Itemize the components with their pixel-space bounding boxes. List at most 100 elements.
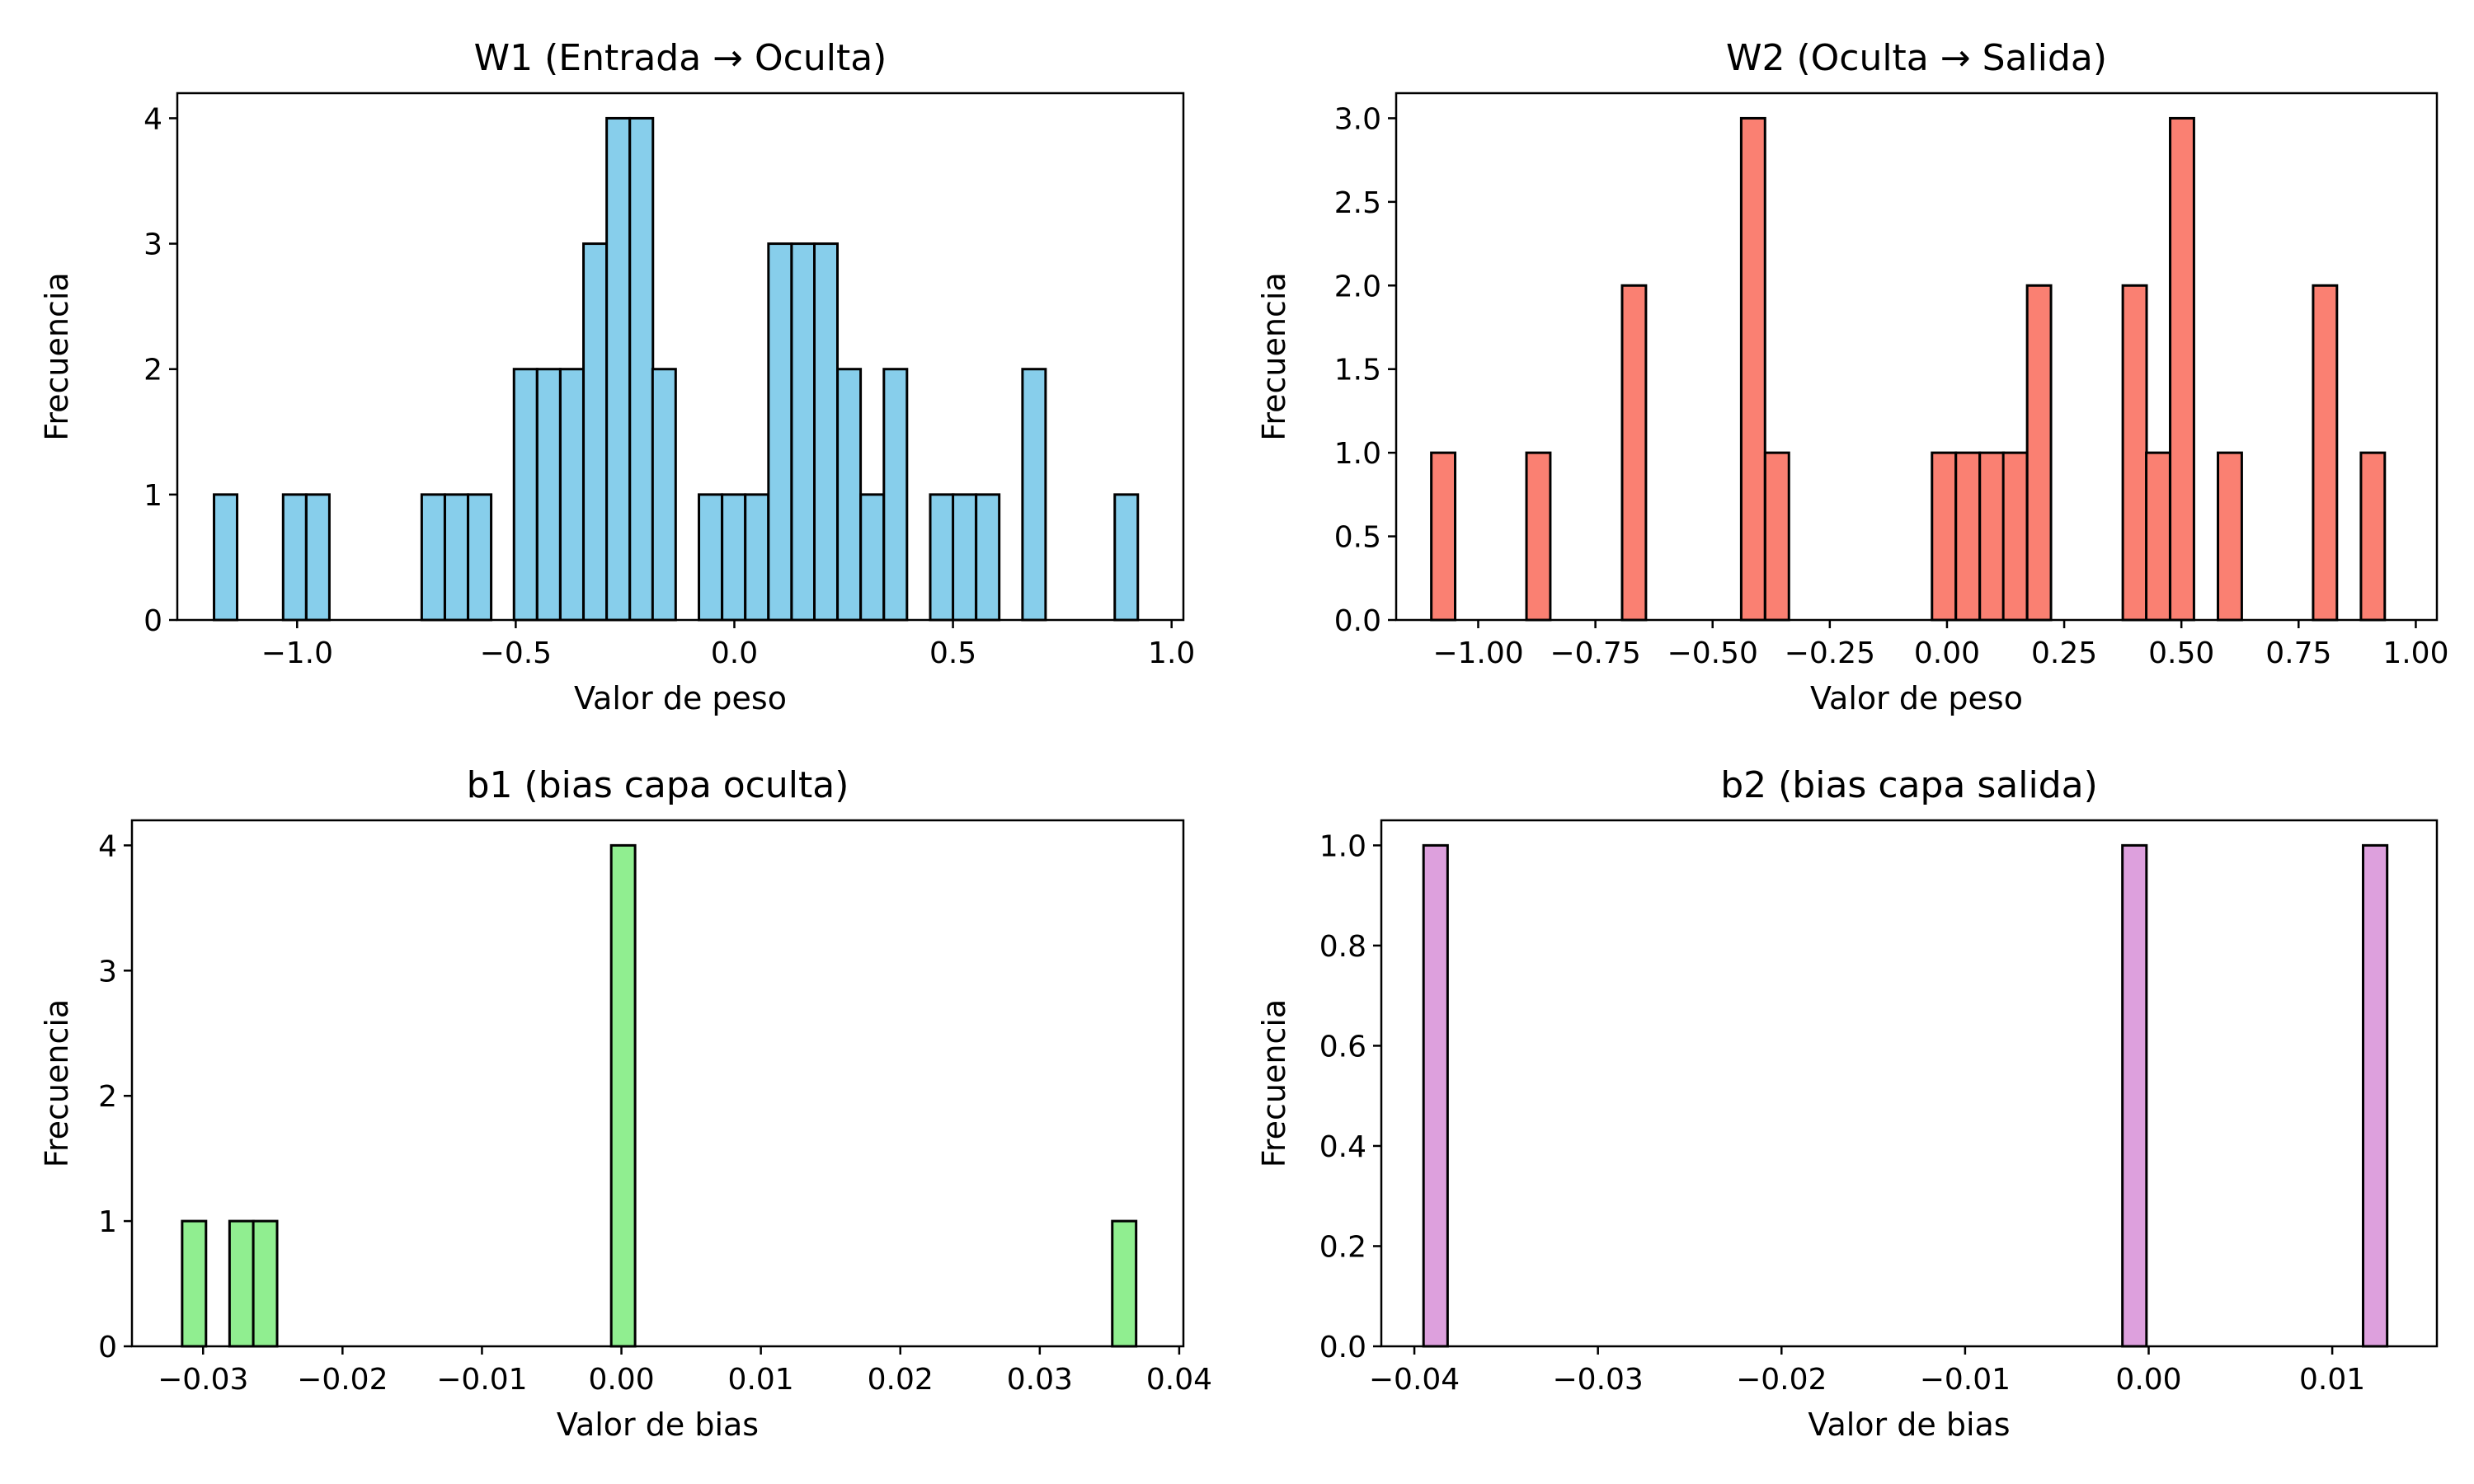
b1-x-tick-label-2: −0.01: [436, 1363, 527, 1397]
w1-x-axis-label: Valor de peso: [574, 680, 787, 716]
w1-chart-title: W1 (Entrada → Oculta): [474, 37, 887, 79]
w1-bar-16: [767, 242, 793, 622]
w2-bar-6: [1954, 451, 1982, 622]
b2-y-tick-label-0: 0.0: [1319, 1331, 1366, 1364]
w1-y-tick-label-0: 0: [143, 604, 162, 638]
b1-histogram-panel: −0.03 −0.02 −0.01 0.00 0.01 0.02 0.03 0.04 0 1 2 3 4…: [39, 764, 1212, 1443]
b2-bar-1: [2121, 843, 2148, 1348]
w2-histogram-panel: −1.00 −0.75 −0.50 −0.25 0.00 0.25 0.50 0.75 1.00…: [1256, 37, 2448, 716]
w1-bar-18: [813, 242, 840, 622]
w2-bar-2: [1620, 284, 1648, 622]
w1-bar-20: [859, 493, 886, 622]
w2-chart-title: W2 (Oculta → Salida): [1726, 37, 2107, 79]
w1-bar-21: [882, 368, 909, 622]
b1-y-tick-label-1: 1: [98, 1205, 117, 1239]
w1-bar-25: [1021, 368, 1047, 622]
w1-bar-3: [420, 493, 446, 622]
w2-bar-8: [2001, 451, 2029, 622]
b2-axes-frame: [1380, 819, 2439, 1348]
w1-bar-19: [836, 368, 863, 622]
w1-bar-10: [605, 116, 632, 622]
b2-x-tick-label-3: −0.01: [1920, 1363, 2011, 1397]
b1-bar-0: [181, 1219, 208, 1348]
w2-y-tick-label-2: 1.0: [1334, 437, 1381, 471]
b2-bar-2: [2362, 843, 2389, 1348]
b2-y-tick-label-4: 0.8: [1319, 930, 1366, 964]
w2-bar-3: [1739, 116, 1766, 622]
b1-chart-title: b1 (bias capa oculta): [467, 764, 849, 806]
w2-bar-4: [1763, 451, 1790, 622]
b2-x-tick-label-1: −0.03: [1553, 1363, 1644, 1397]
b1-x-tick-label-6: 0.03: [1007, 1363, 1073, 1397]
w1-bar-7: [535, 368, 562, 622]
w2-plot-area: [1396, 93, 2437, 620]
w2-y-tick-label-0: 0.0: [1334, 604, 1381, 638]
w1-bar-24: [975, 493, 1001, 622]
w2-x-axis-label: Valor de peso: [1810, 680, 2023, 716]
b2-y-tick-label-1: 0.2: [1319, 1230, 1366, 1264]
b1-bar-1: [228, 1219, 255, 1348]
w1-bar-23: [952, 493, 978, 622]
w2-bar-14: [2312, 284, 2339, 622]
b2-plot-area: [1381, 820, 2437, 1346]
w2-y-tick-label-5: 2.5: [1334, 186, 1381, 220]
b2-x-tick-label-0: −0.04: [1369, 1363, 1460, 1397]
b1-y-tick-label-4: 4: [98, 829, 117, 863]
w1-bar-0: [213, 493, 239, 622]
b2-x-tick-label-5: 0.01: [2299, 1363, 2365, 1397]
b1-y-tick-label-0: 0: [98, 1331, 117, 1364]
b1-x-tick-label-1: −0.02: [297, 1363, 388, 1397]
b2-histogram-panel: −0.04 −0.03 −0.02 −0.01 0.00 0.01 0.0 0.2 0.4 0.6…: [1256, 764, 2439, 1443]
w2-y-tick-label-6: 3.0: [1334, 102, 1381, 136]
b2-y-axis-label: Frecuencia: [1256, 999, 1292, 1167]
w1-bar-22: [929, 493, 955, 622]
w1-bar-11: [628, 116, 655, 622]
w2-x-tick-label-3: −0.25: [1785, 636, 1875, 670]
w1-y-axis-label: Frecuencia: [39, 272, 75, 440]
w1-plot-area: [177, 93, 1183, 620]
w1-x-tick-label-3: 0.5: [929, 636, 976, 670]
b1-x-tick-label-4: 0.01: [728, 1363, 794, 1397]
w1-bar-26: [1113, 493, 1140, 622]
w1-axes-frame: [176, 92, 1185, 622]
w1-bar-12: [651, 368, 677, 622]
b1-y-tick-label-3: 3: [98, 955, 117, 989]
w2-x-tick-label-0: −1.00: [1432, 636, 1523, 670]
b1-bar-2: [252, 1219, 279, 1348]
w1-y-tick-label-2: 2: [143, 354, 162, 387]
b1-y-tick-label-2: 2: [98, 1080, 117, 1114]
w2-y-tick-label-3: 1.5: [1334, 354, 1381, 387]
w2-bar-13: [2217, 451, 2243, 622]
w1-bar-15: [744, 493, 770, 622]
w1-bar-5: [467, 493, 493, 622]
w2-y-tick-label-1: 0.5: [1334, 521, 1381, 555]
w2-x-tick-label-2: −0.50: [1667, 636, 1758, 670]
w1-bar-6: [512, 368, 539, 622]
w1-y-tick-label-1: 1: [143, 479, 162, 513]
w2-y-tick-label-4: 2.0: [1334, 270, 1381, 303]
w2-bar-7: [1978, 451, 2006, 622]
w2-bar-15: [2359, 451, 2387, 622]
b1-x-tick-label-7: 0.04: [1146, 1363, 1212, 1397]
w2-x-tick-label-4: 0.00: [1914, 636, 1980, 670]
w2-x-tick-label-7: 0.75: [2265, 636, 2331, 670]
w2-bar-1: [1525, 451, 1552, 622]
b1-bar-4: [1111, 1219, 1138, 1348]
w2-y-axis-label: Frecuencia: [1256, 272, 1292, 440]
w1-bar-1: [281, 493, 308, 622]
b1-x-axis-label: Valor de bias: [557, 1407, 759, 1443]
w1-bar-9: [582, 242, 609, 622]
w1-bar-8: [558, 368, 585, 622]
w1-x-tick-label-2: 0.0: [711, 636, 758, 670]
b1-bar-3: [609, 843, 637, 1348]
b1-y-axis-label: Frecuencia: [39, 999, 75, 1167]
b2-x-tick-label-4: 0.00: [2115, 1363, 2181, 1397]
w1-x-tick-label-1: −0.5: [480, 636, 552, 670]
b1-axes-frame: [130, 819, 1185, 1348]
w2-bar-0: [1430, 451, 1457, 622]
w2-bar-5: [1931, 451, 1958, 622]
b2-chart-title: b2 (bias capa salida): [1720, 764, 2098, 806]
b2-bar-0: [1422, 843, 1449, 1348]
w1-x-tick-label-0: −1.0: [261, 636, 333, 670]
